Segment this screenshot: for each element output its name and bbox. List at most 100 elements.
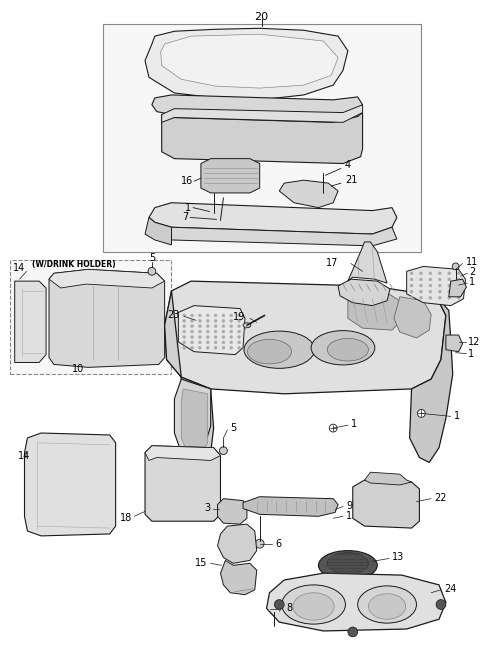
Circle shape: [410, 271, 413, 275]
Circle shape: [198, 319, 202, 323]
Circle shape: [198, 341, 202, 344]
Polygon shape: [348, 242, 387, 283]
Ellipse shape: [327, 552, 369, 574]
Circle shape: [222, 335, 225, 339]
Ellipse shape: [282, 585, 346, 624]
Circle shape: [191, 314, 193, 317]
Circle shape: [206, 319, 209, 323]
Polygon shape: [49, 269, 165, 288]
Circle shape: [448, 284, 451, 287]
Polygon shape: [217, 499, 247, 524]
Ellipse shape: [243, 323, 251, 328]
Polygon shape: [49, 269, 165, 368]
Circle shape: [183, 341, 186, 344]
Circle shape: [198, 346, 202, 349]
Circle shape: [448, 278, 451, 281]
Circle shape: [198, 314, 202, 317]
Circle shape: [410, 284, 413, 287]
Text: 13: 13: [392, 552, 404, 562]
Text: 24: 24: [444, 584, 456, 594]
Circle shape: [436, 599, 446, 610]
Circle shape: [457, 290, 460, 293]
Polygon shape: [181, 389, 208, 453]
Polygon shape: [201, 159, 260, 193]
Circle shape: [214, 341, 217, 344]
Text: 23: 23: [167, 310, 180, 321]
Circle shape: [222, 346, 225, 349]
Circle shape: [206, 314, 209, 317]
Polygon shape: [217, 524, 257, 563]
Polygon shape: [179, 306, 245, 355]
Text: 20: 20: [254, 11, 269, 22]
Polygon shape: [162, 105, 362, 122]
Circle shape: [457, 278, 460, 281]
Polygon shape: [145, 446, 220, 521]
Ellipse shape: [358, 586, 417, 623]
Circle shape: [191, 346, 193, 349]
Text: (W/DRINK HOLDER): (W/DRINK HOLDER): [32, 260, 115, 269]
Polygon shape: [145, 446, 220, 460]
Circle shape: [206, 330, 209, 333]
Circle shape: [230, 341, 233, 344]
Circle shape: [214, 319, 217, 323]
Circle shape: [269, 605, 279, 614]
Text: 16: 16: [181, 176, 193, 186]
Circle shape: [457, 271, 460, 275]
Circle shape: [214, 314, 217, 317]
Circle shape: [438, 278, 441, 281]
Polygon shape: [152, 95, 362, 120]
Circle shape: [191, 335, 193, 339]
Circle shape: [457, 296, 460, 299]
Polygon shape: [162, 113, 362, 163]
Circle shape: [255, 540, 264, 548]
Circle shape: [222, 330, 225, 333]
Text: 12: 12: [468, 337, 480, 347]
Circle shape: [457, 284, 460, 287]
Circle shape: [410, 278, 413, 281]
Circle shape: [410, 290, 413, 293]
Circle shape: [198, 335, 202, 339]
Circle shape: [238, 330, 240, 333]
Text: 22: 22: [434, 493, 446, 503]
Circle shape: [214, 335, 217, 339]
Circle shape: [438, 290, 441, 293]
Circle shape: [191, 325, 193, 328]
Polygon shape: [266, 573, 446, 631]
Circle shape: [183, 330, 186, 333]
Circle shape: [429, 290, 432, 293]
Polygon shape: [161, 34, 338, 88]
Circle shape: [448, 290, 451, 293]
Text: 14: 14: [18, 450, 30, 460]
Circle shape: [238, 325, 240, 328]
Circle shape: [217, 220, 224, 226]
Circle shape: [420, 271, 422, 275]
Circle shape: [420, 290, 422, 293]
Polygon shape: [165, 291, 214, 458]
Text: 1: 1: [469, 277, 476, 287]
Circle shape: [230, 325, 233, 328]
Circle shape: [429, 296, 432, 299]
Circle shape: [230, 319, 233, 323]
Circle shape: [275, 599, 284, 610]
Circle shape: [219, 447, 228, 454]
Ellipse shape: [311, 331, 375, 365]
Circle shape: [329, 424, 337, 432]
Circle shape: [191, 341, 193, 344]
Circle shape: [438, 296, 441, 299]
Text: 9: 9: [346, 501, 352, 511]
Text: 1: 1: [185, 203, 191, 212]
Polygon shape: [149, 203, 397, 234]
Text: 15: 15: [195, 558, 208, 569]
Circle shape: [206, 346, 209, 349]
Circle shape: [183, 335, 186, 339]
Circle shape: [429, 278, 432, 281]
Circle shape: [183, 319, 186, 323]
Text: 5: 5: [149, 253, 155, 263]
Text: 18: 18: [120, 513, 132, 523]
Circle shape: [214, 325, 217, 328]
Circle shape: [420, 296, 422, 299]
Circle shape: [452, 263, 459, 270]
Circle shape: [320, 192, 327, 200]
Text: 3: 3: [204, 503, 211, 513]
Text: 1: 1: [346, 511, 352, 521]
